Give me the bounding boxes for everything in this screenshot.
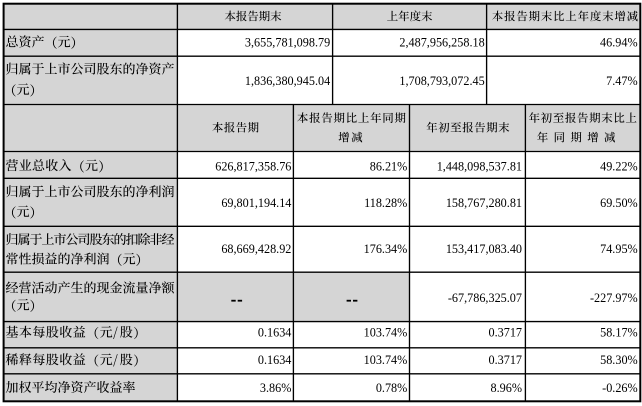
svg-text:7.47%: 7.47% [606,74,637,88]
svg-text:0.1634: 0.1634 [258,326,292,340]
svg-text:-227.97%: -227.97% [590,291,638,305]
svg-text:46.94%: 46.94% [600,35,638,49]
svg-text:0.3717: 0.3717 [488,326,522,340]
svg-text:1,448,098,537.81: 1,448,098,537.81 [437,159,522,173]
svg-text:86.21%: 86.21% [370,159,408,173]
svg-text:3.86%: 3.86% [260,381,291,395]
svg-text:69,801,194.14: 69,801,194.14 [221,196,291,210]
svg-text:2,487,956,258.18: 2,487,956,258.18 [399,35,484,49]
svg-text:58.17%: 58.17% [600,326,638,340]
svg-text:68,669,428.92: 68,669,428.92 [221,242,291,256]
svg-text:74.95%: 74.95% [600,242,638,256]
svg-text:8.96%: 8.96% [491,381,522,395]
svg-text:1,708,793,072.45: 1,708,793,072.45 [399,74,484,88]
svg-text:158,767,280.81: 158,767,280.81 [446,196,522,210]
svg-text:153,417,083.40: 153,417,083.40 [446,242,522,256]
svg-text:69.50%: 69.50% [600,196,638,210]
svg-text:1,836,380,945.04: 1,836,380,945.04 [245,74,330,88]
svg-text:-0.26%: -0.26% [602,381,638,395]
svg-text:103.74%: 103.74% [364,326,408,340]
svg-text:176.34%: 176.34% [364,242,408,256]
svg-text:103.74%: 103.74% [364,353,408,367]
svg-text:0.3717: 0.3717 [488,353,522,367]
svg-text:0.1634: 0.1634 [258,353,292,367]
svg-text:58.30%: 58.30% [600,353,638,367]
svg-text:118.28%: 118.28% [364,196,407,210]
svg-text:-67,786,325.07: -67,786,325.07 [448,291,522,305]
svg-text:0.78%: 0.78% [376,381,407,395]
svg-text:626,817,358.76: 626,817,358.76 [215,159,291,173]
svg-text:3,655,781,098.79: 3,655,781,098.79 [245,35,330,49]
svg-text:49.22%: 49.22% [600,159,638,173]
